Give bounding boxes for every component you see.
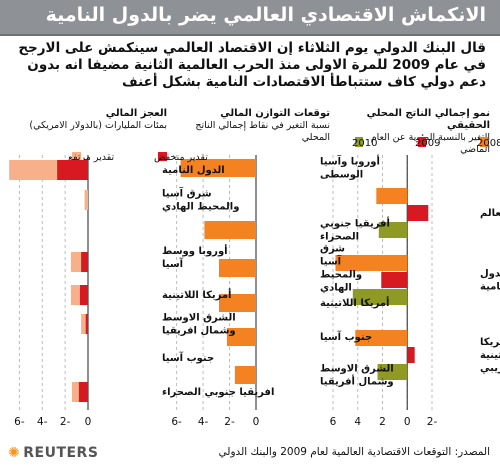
deficit-bar-low: [81, 252, 88, 272]
gdp-tick-label: -2: [427, 416, 438, 428]
balance-panel-subtitle: نسبة التغير في نقاط إجمالي الناتج المحلي: [195, 120, 330, 143]
deficit-bar-low: [85, 314, 88, 334]
deficit-legend-swatch-low: [158, 152, 167, 161]
reuters-logo: ✺ REUTERS: [8, 445, 99, 461]
balance-bar: [218, 294, 256, 312]
gdp-legend-label: 2010: [352, 138, 377, 149]
deficit-category-label: الشرق الاوسط وشمال افريقيا: [162, 313, 236, 337]
deficit-bar-low: [57, 160, 88, 180]
gdp-bar: [355, 330, 408, 346]
gdp-bar: [407, 347, 415, 363]
balance-category-label: أوروبا وآسيا الوسطى: [320, 155, 380, 181]
balance-bar: [204, 221, 256, 239]
gdp-panel-title: نمو إجمالي الناتج المحلي الحقيقي: [366, 108, 490, 131]
deficit-bar-high: [84, 190, 88, 210]
gdp-panel-header: نمو إجمالي الناتج المحلي الحقيقي التغير …: [340, 108, 490, 156]
gdp-bar: [352, 289, 408, 305]
intro-paragraph: قال البنك الدولي يوم الثلاثاء إن الاقتصا…: [18, 40, 486, 90]
balance-bar: [180, 159, 256, 177]
balance-bar: [218, 259, 256, 277]
gdp-bar: [378, 222, 408, 238]
deficit-tick-label: 0: [85, 416, 92, 428]
deficit-tick-label: -2: [60, 416, 71, 428]
gdp-bar: [377, 364, 408, 380]
gdp-tick-label: 2: [379, 416, 386, 428]
deficit-bar-low: [78, 382, 88, 402]
deficit-category-label: افريقيا جنوبي الصحراء: [162, 387, 274, 398]
deficit-bar-low: [80, 285, 88, 305]
deficit-panel-title: العجز المالي: [105, 108, 167, 119]
gdp-tick-label: 6: [330, 416, 337, 428]
gdp-category-label: أمريكااللاتينيةوالكاريبي: [480, 335, 500, 374]
gdp-bar: [376, 188, 408, 204]
balance-tick-label: 0: [253, 416, 260, 428]
deficit-category-label: أمريكا اللاتينية: [162, 288, 232, 301]
deficit-panel-header: العجز المالي بمئات المليارات (بالدولار ا…: [12, 108, 167, 132]
balance-category-label: أمريكا اللاتينية: [320, 296, 390, 309]
deficit-category-label: جنوب آسيا: [162, 351, 214, 364]
gdp-category-label: العالم: [480, 208, 500, 219]
source-note: المصدر: التوقعات الاقتصادية العالمية لعا…: [218, 446, 490, 458]
balance-tick-label: -4: [198, 416, 209, 428]
gdp-bar: [335, 255, 408, 271]
deficit-bar-high: [81, 314, 88, 334]
deficit-legend-label: تقدير مرتفع: [68, 152, 115, 163]
balance-category-label: الشرق الاوسط وشمال أفريقيا: [320, 364, 394, 388]
gdp-legend-swatch-2008: [480, 137, 488, 147]
balance-category-label: جنوب آسيا: [320, 330, 372, 343]
gdp-legend-label: 2009: [415, 138, 440, 149]
balance-category-label: أفريقيا جنوبي الصحراء: [320, 217, 390, 243]
deficit-panel-subtitle: بمئات المليارات (بالدولار الامريكي): [29, 120, 167, 131]
balance-bar: [226, 328, 256, 346]
gdp-legend-label: 2008: [477, 138, 500, 149]
gdp-tick-label: 0: [404, 416, 411, 428]
title-bar: الانكماش الاقتصادي العالمي يضر بالدول ال…: [0, 0, 500, 36]
balance-category-label: شرق آسيا والمحيط الهادي: [320, 244, 362, 294]
balance-panel-title: توقعات التوازن المالي: [220, 108, 330, 119]
balance-panel-header: توقعات التوازن المالي نسبة التغير في نقا…: [180, 108, 330, 144]
balance-bar: [234, 366, 256, 384]
deficit-legend-label: تقدير منخفض: [154, 152, 208, 163]
gdp-bar: [381, 272, 408, 288]
deficit-tick-label: -6: [14, 416, 25, 428]
balance-tick-label: -6: [171, 416, 182, 428]
gdp-legend-swatch-2010: [355, 137, 363, 147]
page-title: الانكماش الاقتصادي العالمي يضر بالدول ال…: [45, 4, 486, 26]
deficit-category-label: أوروبا ووسط آسيا: [162, 244, 228, 270]
deficit-category-label: الدول النامية: [162, 165, 225, 176]
gdp-legend-swatch-2009: [418, 137, 426, 147]
deficit-legend-swatch-high: [72, 152, 81, 161]
deficit-tick-label: -4: [37, 416, 48, 428]
gdp-tick-label: 4: [354, 416, 361, 428]
deficit-category-label: شرق آسيا والمحيط الهادي: [162, 187, 239, 213]
gdp-bar: [407, 205, 429, 221]
gdp-panel-subtitle: التغير بالنسبة المئوية عن العام الماضي: [370, 132, 490, 155]
balance-tick-label: -2: [224, 416, 235, 428]
